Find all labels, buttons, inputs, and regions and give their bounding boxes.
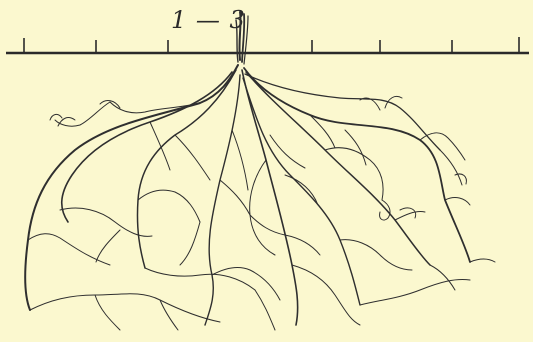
ground-scale <box>6 37 529 55</box>
main-roots <box>24 64 471 326</box>
lateral-roots <box>27 95 496 331</box>
plant-stem <box>235 11 249 65</box>
figure-label: 1 — 3 <box>171 6 246 34</box>
